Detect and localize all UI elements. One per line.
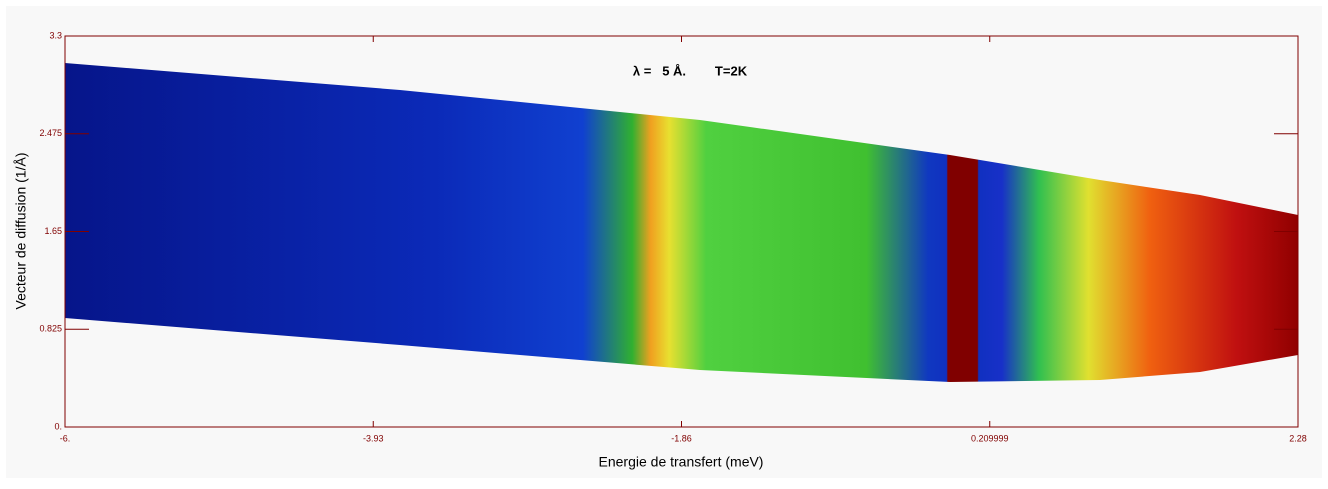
x-tick-label: -1.86 <box>671 433 692 443</box>
x-tick-label: 0.209999 <box>971 433 1009 443</box>
intensity-map <box>65 63 1298 382</box>
y-axis-label: Vecteur de diffusion (1/Å) <box>13 153 29 310</box>
y-tick-label: 3.3 <box>49 30 62 40</box>
x-axis-label: Energie de transfert (meV) <box>599 454 764 470</box>
annotation: λ = 5 Å. T=2K <box>633 63 748 78</box>
x-tick-label: -6. <box>60 433 71 443</box>
y-tick-label: 1.65 <box>44 226 62 236</box>
x-tick-label: -3.93 <box>363 433 384 443</box>
y-tick-label: 2.475 <box>39 128 62 138</box>
y-tick-label: 0.825 <box>39 324 62 334</box>
x-tick-label: 2.28 <box>1289 433 1307 443</box>
y-tick-label: 0. <box>54 421 62 431</box>
